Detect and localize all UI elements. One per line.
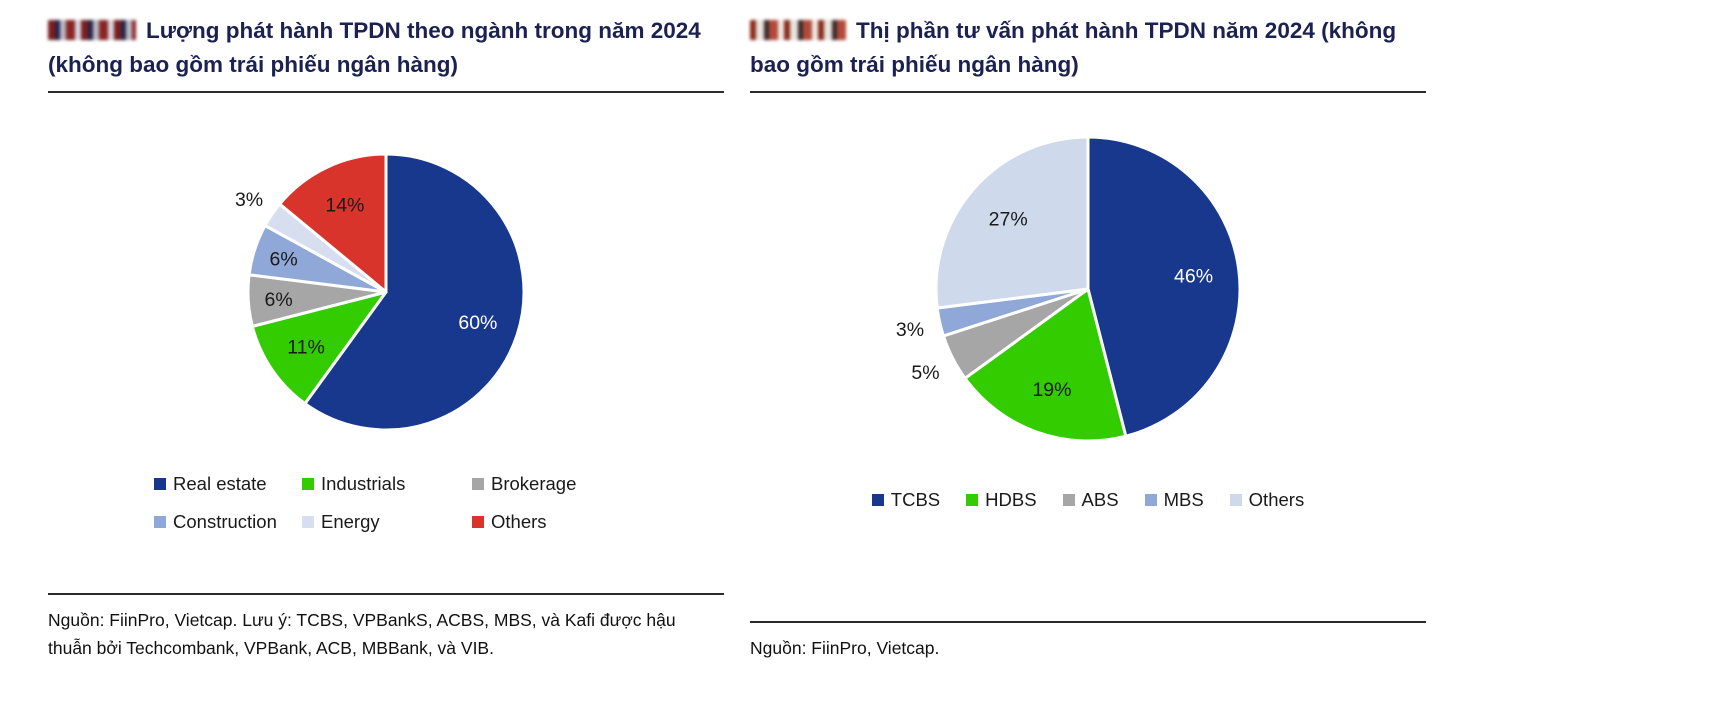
left-chart-legend: Real estate Industrials Brokerage Construct… <box>154 473 724 533</box>
legend-swatch-icon <box>966 493 979 506</box>
pie-chart-issuance-by-sector: 60% 11% 6% 6% 3% 14% <box>235 152 526 431</box>
pie-slice-others <box>934 135 1090 310</box>
left-source-note: Nguồn: FiinPro, Vietcap. Lưu ý: TCBS, VP… <box>48 593 724 662</box>
right-chart-legend: TCBS HDBS ABS MBS Others <box>750 489 1426 511</box>
right-source-note: Nguồn: FiinPro, Vietcap. <box>750 621 1426 662</box>
legend-label: Real estate <box>173 472 267 494</box>
right-pie-chart: 46% 19% 5% 3% 27% <box>750 119 1426 463</box>
pie-label-industrials: 11% <box>287 336 325 358</box>
legend-item-real-estate: Real estate <box>154 473 302 495</box>
legend-swatch-icon <box>1062 493 1075 506</box>
right-chart-panel: Thị phần tư vấn phát hành TPDN năm 2024 … <box>750 14 1426 662</box>
legend-swatch-icon <box>154 477 166 490</box>
pie-label-brokerage: 6% <box>264 288 292 310</box>
legend-label: Others <box>1248 488 1305 510</box>
pie-label-others: 27% <box>989 208 1028 230</box>
legend-item-mbs: MBS <box>1144 488 1204 511</box>
legend-item-others: Others <box>472 511 632 533</box>
legend-item-hdbs: HDBS <box>966 488 1037 511</box>
legend-swatch-icon <box>472 515 484 528</box>
left-chart-panel: Lượng phát hành TPDN theo ngành trong nă… <box>48 14 724 662</box>
pie-slice-tcbs <box>1086 135 1242 438</box>
legend-label: HDBS <box>985 488 1037 510</box>
legend-label: Construction <box>173 510 277 532</box>
right-chart-title: Thị phần tư vấn phát hành TPDN năm 2024 … <box>750 14 1426 93</box>
legend-swatch-icon <box>472 477 484 490</box>
legend-swatch-icon <box>871 493 884 506</box>
legend-item-energy: Energy <box>302 511 472 533</box>
legend-label: MBS <box>1163 488 1204 510</box>
pie-label-construction: 6% <box>270 248 298 270</box>
legend-item-construction: Construction <box>154 511 302 533</box>
pie-slice-real-estate <box>303 152 526 431</box>
pie-label-hdbs: 19% <box>1032 379 1071 401</box>
legend-label: Brokerage <box>491 472 577 494</box>
legend-label: Others <box>491 510 547 532</box>
pie-label-mbs: 3% <box>896 318 924 340</box>
legend-label: TCBS <box>890 488 941 510</box>
left-title-text: Lượng phát hành TPDN theo ngành trong nă… <box>48 18 701 77</box>
legend-swatch-icon <box>1229 493 1242 506</box>
legend-item-abs: ABS <box>1062 488 1119 511</box>
legend-item-tcbs: TCBS <box>871 488 941 511</box>
legend-swatch-icon <box>302 515 314 528</box>
legend-label: Industrials <box>321 472 406 494</box>
legend-swatch-icon <box>154 515 166 528</box>
report-figure-row: Lượng phát hành TPDN theo ngành trong nă… <box>48 14 1426 662</box>
legend-item-industrials: Industrials <box>302 473 472 495</box>
right-title-text: Thị phần tư vấn phát hành TPDN năm 2024 … <box>750 18 1397 77</box>
pixelated-logo-icon <box>750 20 846 40</box>
legend-item-others: Others <box>1229 488 1305 511</box>
legend-swatch-icon <box>302 477 314 490</box>
left-pie-chart: 60% 11% 6% 6% 3% 14% <box>48 127 724 463</box>
pie-label-real-estate: 60% <box>458 311 497 333</box>
legend-label: Energy <box>321 510 380 532</box>
pie-slice-others <box>278 152 388 293</box>
pixelated-logo-icon <box>48 20 136 40</box>
pie-label-tcbs: 46% <box>1174 265 1213 287</box>
left-chart-title: Lượng phát hành TPDN theo ngành trong nă… <box>48 14 724 93</box>
pie-slice-industrials <box>250 290 388 405</box>
legend-swatch-icon <box>1144 493 1157 506</box>
legend-item-brokerage: Brokerage <box>472 473 632 495</box>
pie-label-abs: 5% <box>911 361 939 383</box>
pie-chart-advisory-market-share: 46% 19% 5% 3% 27% <box>896 135 1242 442</box>
pie-slice-hdbs <box>963 287 1128 442</box>
legend-label: ABS <box>1081 488 1119 510</box>
pie-label-others: 14% <box>325 194 364 216</box>
pie-label-energy: 3% <box>235 188 263 210</box>
